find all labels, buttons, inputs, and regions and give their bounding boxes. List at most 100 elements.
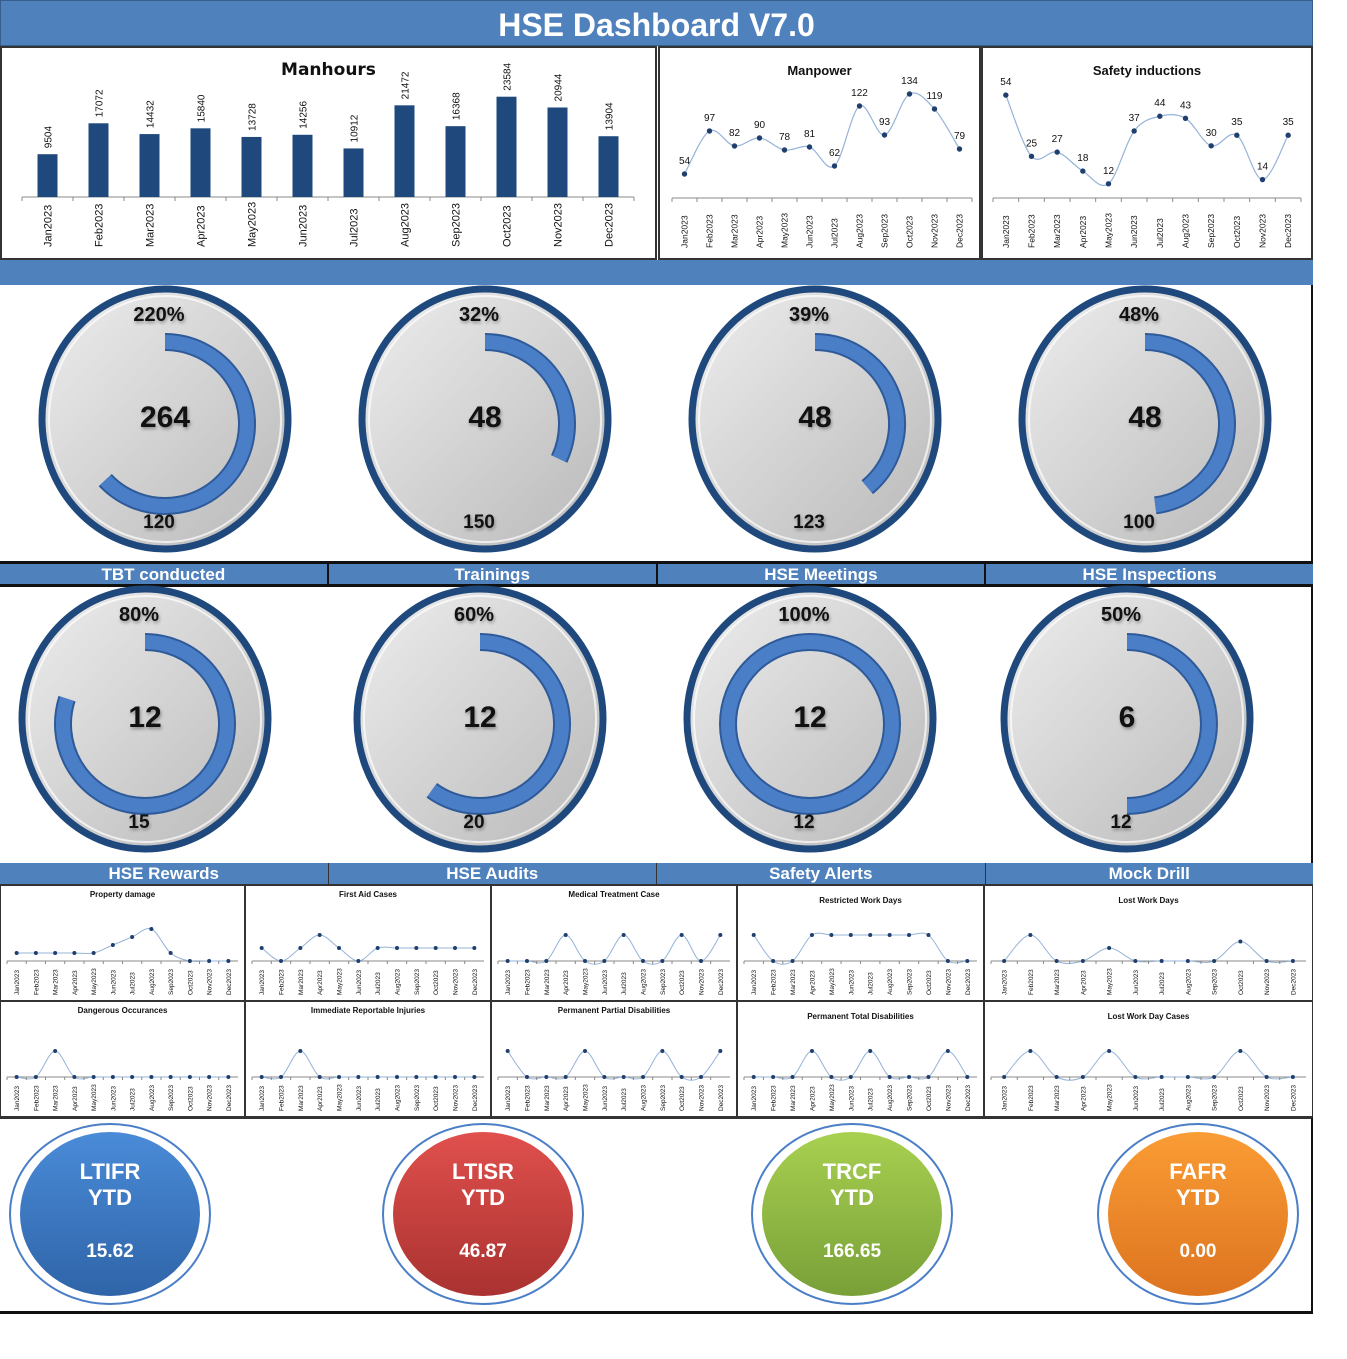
kpi-label: YTD [830, 1185, 874, 1210]
chart-title: Permanent Total Disabilities [807, 1012, 914, 1021]
gauge-value: 48 [468, 401, 502, 434]
data-label: 90 [754, 120, 766, 131]
data-label: 25 [1026, 138, 1038, 149]
bar-value-label: 17072 [95, 89, 106, 117]
svg-text:Jan2023: Jan2023 [259, 970, 266, 995]
label-trainings: Trainings [329, 564, 658, 584]
gauge-value: 264 [139, 401, 191, 434]
kpi-label: YTD [461, 1185, 505, 1210]
manhours-chart: Manhours 9504 Jan2023 17072 Feb2023 14432 Mar… [0, 46, 657, 260]
gauges-row-1: 220% 264 120 32% 48 150 39% 48 123 48% 48 100 [0, 285, 1313, 561]
section-divider-band [0, 260, 1313, 285]
svg-text:May2023: May2023 [91, 1084, 98, 1111]
incident-chart-permanent-total-disabilities: Permanent Total Disabilities Jan2023 Feb20… [737, 1001, 984, 1117]
bar-value-label: 23584 [503, 62, 514, 90]
kpi-fafr: FAFR YTD 0.00 [1095, 1121, 1301, 1307]
chart-title: Lost Work Days [1118, 896, 1179, 905]
month-label: May2023 [780, 213, 790, 248]
bar [496, 96, 517, 197]
month-label: Aug2023 [1181, 214, 1191, 248]
svg-text:Jul2023: Jul2023 [868, 1088, 875, 1111]
svg-text:Mar2023: Mar2023 [544, 1085, 551, 1111]
chart-title: Immediate Reportable Injuries [310, 1006, 426, 1015]
svg-text:Jan2023: Jan2023 [1002, 1086, 1009, 1111]
month-label: May2023 [247, 202, 259, 247]
month-label: Aug2023 [855, 214, 865, 248]
gauge-percent: 39% [788, 304, 830, 326]
chart-title: First Aid Cases [339, 890, 397, 899]
gauge-mock-drill: 50% 6 12 [997, 584, 1257, 854]
svg-text:Nov2023: Nov2023 [453, 1085, 460, 1111]
svg-text:Feb2023: Feb2023 [771, 969, 778, 995]
bar [88, 123, 109, 197]
svg-text:Mar2023: Mar2023 [1054, 1085, 1061, 1111]
kpi-value: 46.87 [459, 1241, 507, 1262]
svg-text:Dec2023: Dec2023 [718, 969, 725, 995]
svg-text:Oct2023: Oct2023 [926, 970, 933, 995]
kpi-ltisr: LTISR YTD 46.87 [380, 1121, 586, 1307]
svg-text:Apr2023: Apr2023 [809, 1086, 816, 1111]
svg-text:Mar2023: Mar2023 [53, 1085, 60, 1111]
bar [37, 154, 58, 197]
svg-text:Jul2023: Jul2023 [621, 972, 628, 995]
gauge-percent: 220% [133, 304, 185, 326]
svg-text:May2023: May2023 [829, 1084, 836, 1111]
svg-text:Jan2023: Jan2023 [751, 1086, 758, 1111]
manhours-chart-title: Manhours [281, 60, 376, 80]
svg-text:Dec2023: Dec2023 [965, 969, 972, 995]
kpi-label: LTISR [452, 1159, 514, 1184]
data-point [956, 146, 963, 152]
svg-text:Jul2023: Jul2023 [375, 972, 382, 995]
svg-text:Aug2023: Aug2023 [1185, 969, 1192, 995]
chart-title: Property damage [89, 890, 156, 899]
kpi-ltifr: LTIFR YTD 15.62 [7, 1121, 213, 1307]
data-label: 81 [804, 129, 816, 140]
svg-text:Sep2023: Sep2023 [660, 969, 667, 995]
gauge-target: 100 [1123, 512, 1155, 533]
month-label: Jun2023 [298, 205, 310, 247]
svg-text:May2023: May2023 [1107, 968, 1114, 995]
svg-text:Feb2023: Feb2023 [525, 969, 532, 995]
svg-text:Nov2023: Nov2023 [699, 1085, 706, 1111]
svg-text:Jul2023: Jul2023 [1159, 972, 1166, 995]
svg-text:Aug2023: Aug2023 [395, 1085, 402, 1111]
bar-value-label: 20944 [554, 73, 565, 101]
bar [292, 134, 313, 197]
data-label: 122 [851, 88, 868, 99]
svg-text:Sep2023: Sep2023 [907, 969, 914, 995]
svg-text:Dec2023: Dec2023 [718, 1085, 725, 1111]
incident-chart-restricted-work-days: Restricted Work Days Jan2023 Feb2023 Mar202… [737, 885, 984, 1001]
data-label: 119 [927, 91, 943, 102]
svg-text:Sep2023: Sep2023 [1212, 1085, 1219, 1111]
svg-text:Feb2023: Feb2023 [525, 1085, 532, 1111]
month-label: Mar2023 [730, 214, 740, 248]
gauge-value: 6 [1118, 701, 1136, 734]
gauge-value: 48 [1128, 401, 1162, 434]
bar [547, 107, 568, 197]
incident-chart-lost-work-days: Lost Work Days Jan2023 Feb2023 Mar2023 Apr20… [984, 885, 1313, 1001]
safety-inductions-chart: Safety inductions 54 Jan2023 25 Feb2023 27 Ma… [981, 46, 1313, 260]
gauge-hse-audits: 60% 12 20 [350, 584, 610, 854]
svg-text:Jan2023: Jan2023 [14, 1086, 21, 1111]
data-point [731, 143, 738, 149]
manhours-bar-plot: 9504 Jan2023 17072 Feb2023 14432 Mar2023 15840… [21, 62, 635, 247]
data-label: 35 [1283, 117, 1295, 128]
svg-text:Jan2023: Jan2023 [14, 970, 21, 995]
svg-text:Jan2023: Jan2023 [1002, 970, 1009, 995]
bar [190, 128, 211, 197]
svg-text:Sep2023: Sep2023 [414, 969, 421, 995]
gauge-trainings: 32% 48 150 [355, 284, 615, 554]
gauge-value: 12 [128, 701, 162, 734]
kpi-label: YTD [1176, 1185, 1220, 1210]
gauge-value: 12 [463, 701, 497, 734]
data-label: 27 [1052, 134, 1064, 145]
svg-text:Jan2023: Jan2023 [505, 970, 512, 995]
svg-text:Aug2023: Aug2023 [395, 969, 402, 995]
svg-text:Nov2023: Nov2023 [207, 969, 214, 995]
svg-text:Nov2023: Nov2023 [453, 969, 460, 995]
svg-text:Feb2023: Feb2023 [1028, 1085, 1035, 1111]
svg-text:Jan2023: Jan2023 [751, 970, 758, 995]
safety-inductions-line-plot: 54 Jan2023 25 Feb2023 27 Mar2023 18 Apr2023 12 Ma… [992, 77, 1302, 248]
gauge-safety-alerts: 100% 12 12 [680, 584, 940, 854]
bar [241, 136, 262, 197]
